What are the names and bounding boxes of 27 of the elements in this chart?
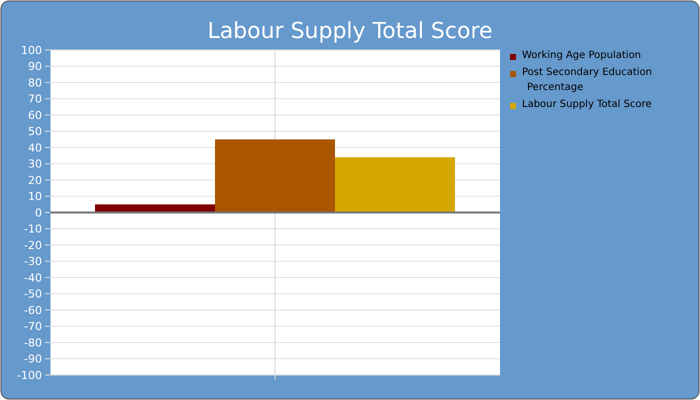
y-tick-label: 100 <box>21 44 42 57</box>
bar <box>215 139 335 212</box>
y-tick-label: -40 <box>24 271 42 284</box>
y-tick-label: 60 <box>28 108 42 122</box>
y-tick-label: -30 <box>24 255 42 268</box>
y-tick-label: 80 <box>28 76 42 90</box>
legend-label: Post Secondary Education Percentage <box>522 67 652 93</box>
y-tick-label: -10 <box>24 222 42 236</box>
y-tick-label: -60 <box>24 304 42 317</box>
bar <box>335 157 455 212</box>
y-tick-label: -50 <box>24 288 42 301</box>
y-tick-label: 20 <box>28 174 42 187</box>
y-tick-label: 90 <box>28 60 42 74</box>
y-tick-label: -100 <box>17 368 42 382</box>
y-tick-label: 50 <box>28 125 42 138</box>
y-tick-label: -20 <box>24 238 42 252</box>
y-tick-label: 70 <box>28 92 42 106</box>
y-tick-label: 0 <box>35 206 42 220</box>
y-tick-label: -80 <box>24 336 42 350</box>
y-tick-label: 30 <box>28 158 42 171</box>
y-tick-label: -90 <box>24 352 42 366</box>
legend-label: Labour Supply Total Score <box>522 99 652 110</box>
legend-label: Working Age Population <box>522 50 642 61</box>
chart-title: Labour Supply Total Score <box>207 19 493 44</box>
y-tick-label: 40 <box>28 141 42 154</box>
y-tick-label: -70 <box>24 320 42 334</box>
y-tick-label: 10 <box>28 190 42 204</box>
